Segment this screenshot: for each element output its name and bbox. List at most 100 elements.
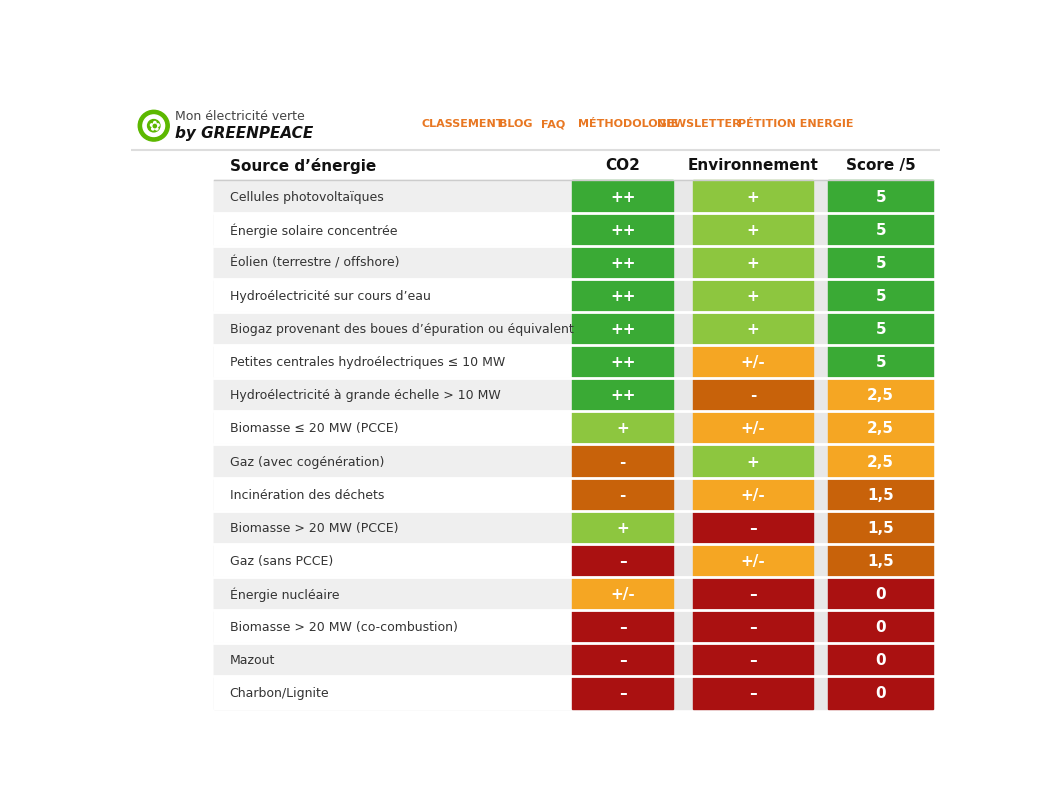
Bar [828, 644, 933, 676]
Text: 0: 0 [875, 586, 886, 601]
Text: MÉTHODOLOGIE: MÉTHODOLOGIE [578, 119, 679, 129]
Text: +/-: +/- [611, 586, 635, 601]
Text: +/-: +/- [741, 354, 765, 370]
Bar [693, 611, 813, 642]
Bar [828, 512, 933, 543]
Bar [828, 478, 933, 510]
Text: Biogaz provenant des boues d’épuration ou équivalent: Biogaz provenant des boues d’épuration o… [230, 323, 573, 336]
Bar [214, 445, 572, 478]
Bar [693, 413, 813, 444]
Bar [693, 478, 813, 510]
Bar [828, 247, 933, 279]
Bar [693, 281, 813, 312]
Circle shape [143, 116, 165, 137]
Bar [572, 611, 673, 642]
Bar [572, 181, 673, 212]
Text: Petites centrales hydroélectriques ≤ 10 MW: Petites centrales hydroélectriques ≤ 10 … [230, 356, 505, 369]
Bar [214, 247, 572, 280]
Bar [693, 380, 813, 411]
Text: ++: ++ [610, 289, 636, 303]
Bar [572, 313, 673, 345]
Text: ++: ++ [610, 354, 636, 370]
Text: –: – [750, 586, 757, 601]
Circle shape [138, 111, 169, 142]
Bar [572, 380, 673, 411]
Bar [572, 478, 673, 510]
Text: Environnement: Environnement [688, 158, 818, 174]
Text: –: – [619, 553, 626, 569]
Bar [828, 346, 933, 378]
Bar [828, 578, 933, 610]
Text: +/-: +/- [741, 487, 765, 502]
Text: Score /5: Score /5 [846, 158, 916, 174]
Bar [693, 346, 813, 378]
Text: –: – [619, 685, 626, 701]
Text: 5: 5 [875, 190, 886, 204]
Bar [572, 413, 673, 444]
Bar [214, 610, 572, 643]
Bar [693, 644, 813, 676]
Bar [572, 545, 673, 577]
Bar [214, 577, 572, 610]
Bar [693, 181, 813, 212]
Bar [693, 677, 813, 709]
Text: 5: 5 [875, 222, 886, 238]
Bar [693, 512, 813, 543]
Bar [693, 214, 813, 246]
Text: 1,5: 1,5 [868, 553, 894, 569]
Text: +: + [746, 322, 760, 337]
Bar [828, 413, 933, 444]
Bar [214, 676, 572, 710]
Text: Hydroélectricité sur cours d’eau: Hydroélectricité sur cours d’eau [230, 290, 430, 303]
Bar [214, 511, 572, 544]
Text: +: + [746, 190, 760, 204]
Text: ++: ++ [610, 322, 636, 337]
Text: Source d’énergie: Source d’énergie [230, 158, 376, 174]
Bar [214, 213, 572, 247]
Bar [828, 545, 933, 577]
Text: +/-: +/- [741, 421, 765, 436]
Text: Biomasse > 20 MW (PCCE): Biomasse > 20 MW (PCCE) [230, 521, 398, 534]
Text: +: + [746, 222, 760, 238]
Text: +: + [746, 289, 760, 303]
Text: BLOG: BLOG [499, 119, 532, 129]
Bar [828, 611, 933, 642]
Bar [828, 214, 933, 246]
Text: Mazout: Mazout [230, 654, 275, 667]
Text: ++: ++ [610, 222, 636, 238]
Text: –: – [750, 520, 757, 535]
Bar [572, 281, 673, 312]
Text: Énergie nucléaire: Énergie nucléaire [230, 586, 339, 601]
Bar [572, 677, 673, 709]
Bar [572, 214, 673, 246]
Text: 5: 5 [875, 322, 886, 337]
Text: ✿: ✿ [148, 119, 160, 134]
Text: Gaz (sans PCCE): Gaz (sans PCCE) [230, 554, 333, 567]
Text: PÉTITION ENERGIE: PÉTITION ENERGIE [738, 119, 854, 129]
Text: Biomasse ≤ 20 MW (PCCE): Biomasse ≤ 20 MW (PCCE) [230, 422, 398, 435]
Bar [572, 512, 673, 543]
Bar [214, 379, 572, 412]
Text: NEWSLETTER: NEWSLETTER [658, 119, 741, 129]
Text: 5: 5 [875, 255, 886, 271]
Text: Éolien (terrestre / offshore): Éolien (terrestre / offshore) [230, 256, 399, 269]
Text: 0: 0 [875, 652, 886, 667]
Text: by GREENPEACE: by GREENPEACE [175, 126, 313, 141]
Text: Mon électricité verte: Mon électricité verte [175, 110, 305, 123]
Text: –: – [750, 652, 757, 667]
Bar [828, 677, 933, 709]
Text: 2,5: 2,5 [868, 388, 895, 403]
Text: ++: ++ [610, 388, 636, 403]
Bar [572, 247, 673, 279]
Bar [572, 578, 673, 610]
Bar [693, 446, 813, 477]
Bar [828, 380, 933, 411]
Text: Charbon/Lignite: Charbon/Lignite [230, 686, 329, 699]
Text: +: + [746, 454, 760, 469]
Bar [693, 247, 813, 279]
Bar [572, 446, 673, 477]
Bar [693, 578, 813, 610]
Text: -: - [619, 487, 625, 502]
Bar [214, 412, 572, 445]
Text: +: + [616, 421, 628, 436]
